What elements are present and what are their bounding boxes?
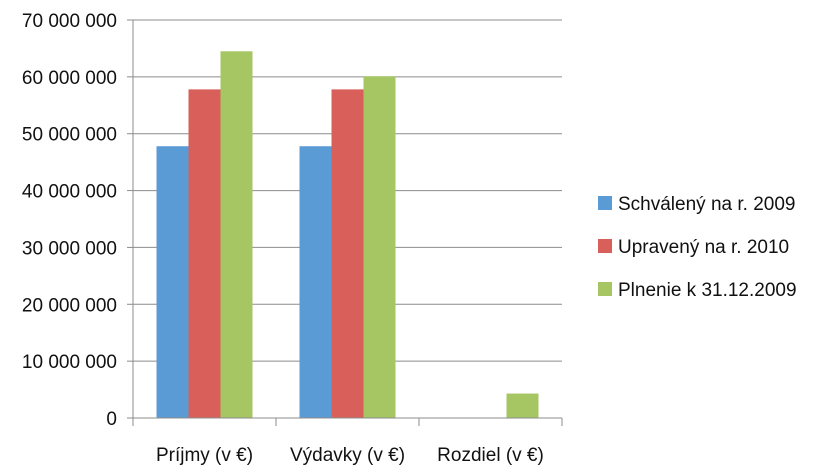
bars [157,51,539,418]
legend-swatch [598,196,612,210]
legend-swatch [598,282,612,296]
y-axis-tick-labels: 0 10 000 000 20 000 000 30 000 000 40 000 00… [22,11,117,430]
y-tick-label: 10 000 000 [22,352,117,373]
y-tick-label: 40 000 000 [22,182,117,203]
legend-label: Plnenie k 31.12.2009 [618,280,797,301]
legend-swatch [598,239,612,253]
bar [157,146,189,418]
y-tick-label: 50 000 000 [22,125,117,146]
legend: Schválený na r. 2009 Upravený na r. 2010 P… [598,194,797,301]
bar [332,89,364,418]
x-category-label: Výdavky (v €) [290,445,405,465]
bar [507,394,539,418]
y-tick-label: 70 000 000 [22,11,117,32]
legend-label: Schválený na r. 2009 [618,194,795,215]
bar [364,76,396,418]
y-tick-label: 60 000 000 [22,68,117,89]
y-tick-label: 20 000 000 [22,295,117,316]
y-tick-label: 0 [106,409,117,430]
x-axis-category-labels: Príjmy (v €) Výdavky (v €) Rozdiel (v €) [156,445,544,465]
x-category-label: Príjmy (v €) [156,445,253,465]
bar [189,89,221,418]
bar [221,51,253,418]
legend-label: Upravený na r. 2010 [618,237,789,258]
x-category-label: Rozdiel (v €) [437,445,544,465]
y-tick-label: 30 000 000 [22,238,117,259]
bar [300,146,332,418]
